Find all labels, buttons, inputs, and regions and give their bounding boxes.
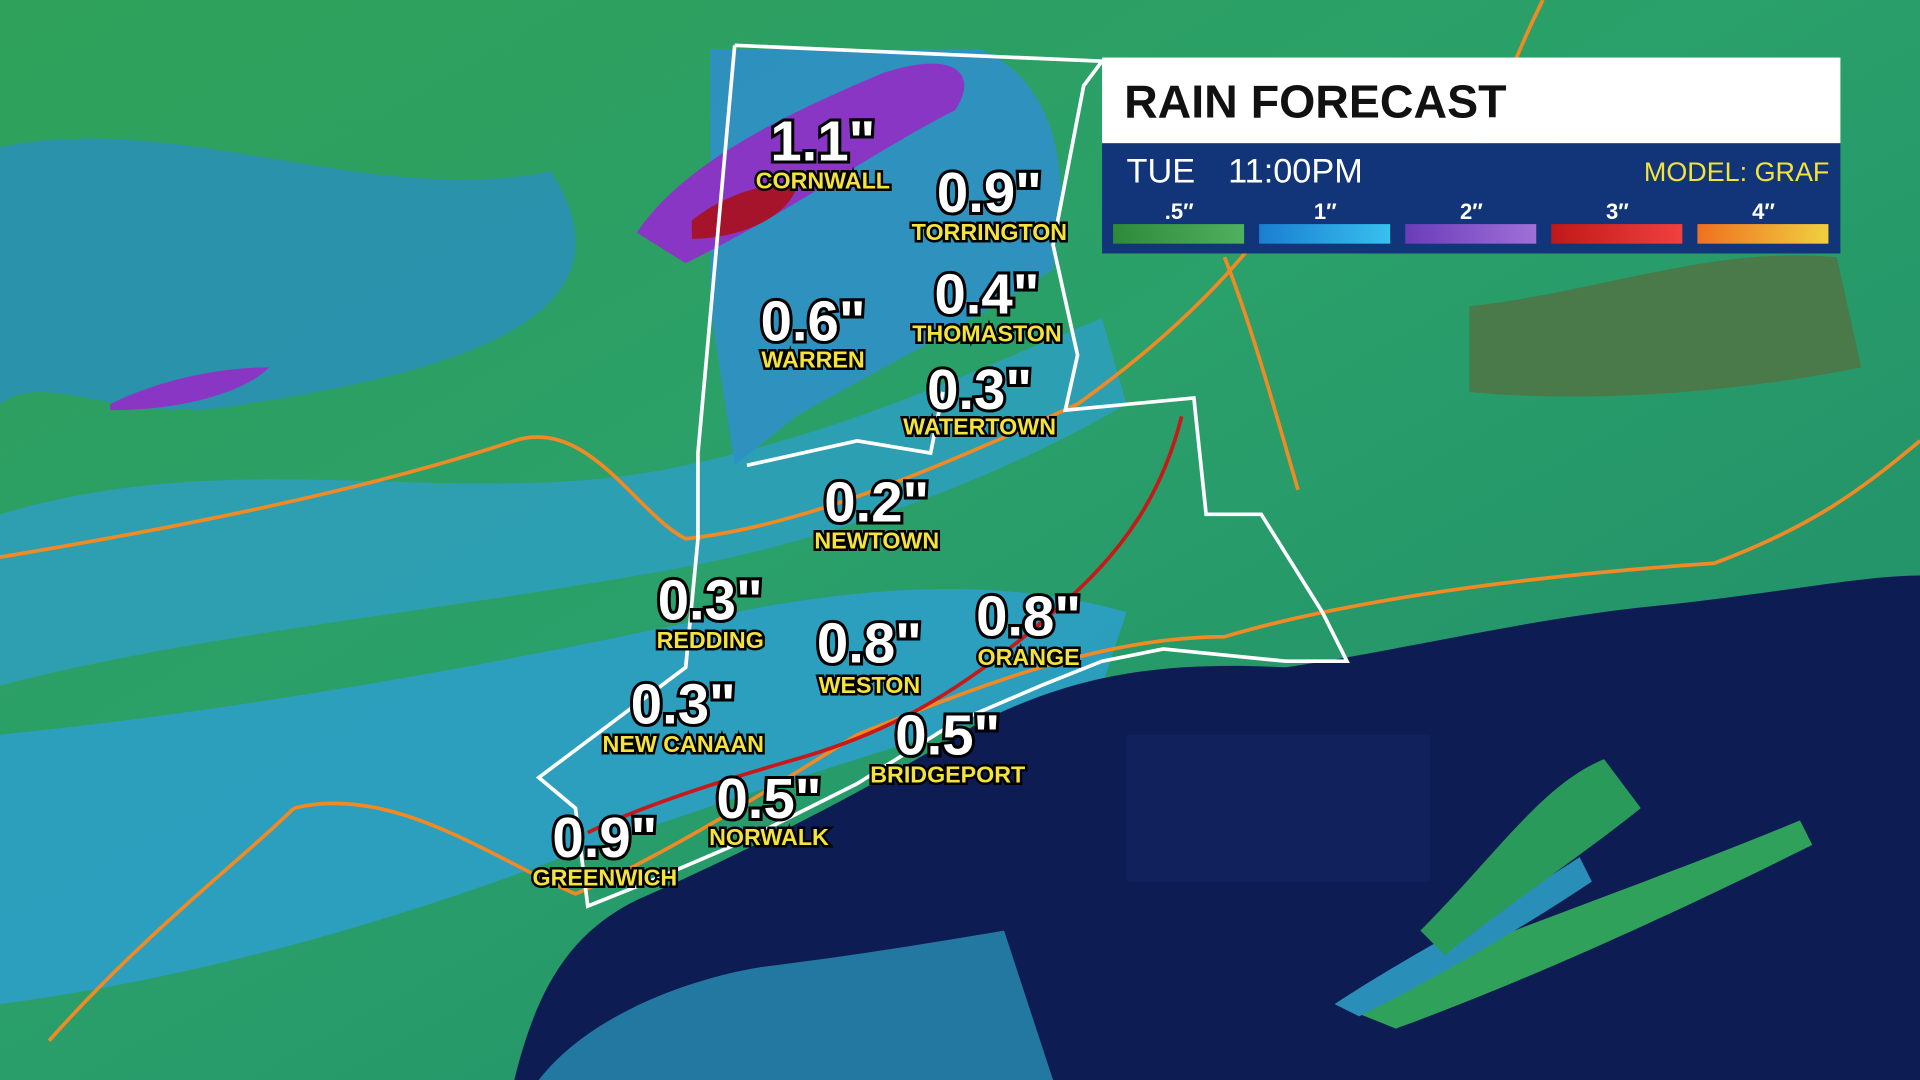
rain-amount: 1.1" bbox=[770, 109, 875, 172]
legend-swatch bbox=[1551, 224, 1683, 244]
legend: .5″ 1″ 2″ 3″ 4″ bbox=[1113, 199, 1829, 244]
day: TUE bbox=[1127, 152, 1196, 190]
town-name: TORRINGTON bbox=[912, 219, 1067, 245]
town-name: WATERTOWN bbox=[903, 414, 1056, 440]
rain-amount: 0.4" bbox=[934, 262, 1039, 325]
town-name: NEWTOWN bbox=[814, 528, 939, 554]
town-name: GREENWICH bbox=[533, 864, 678, 890]
legend-swatch bbox=[1697, 224, 1829, 244]
rain-amount: 0.3" bbox=[927, 358, 1032, 421]
legend-label: 1″ bbox=[1314, 199, 1337, 224]
rain-amount: 0.6" bbox=[761, 289, 866, 352]
state-border bbox=[535, 43, 1350, 909]
location-labels: 1.1"CORNWALL 0.9"TORRINGTON0.6"WARREN0.4"… bbox=[530, 106, 1084, 892]
rain-amount: 0.8" bbox=[976, 585, 1081, 648]
legend-swatch bbox=[1259, 224, 1391, 244]
time: 11:00PM bbox=[1228, 152, 1363, 190]
town-name: WESTON bbox=[819, 672, 921, 698]
rain-amount: 0.5" bbox=[895, 703, 1000, 766]
town-name: ORANGE bbox=[978, 644, 1080, 670]
rain-amount: 0.8" bbox=[817, 611, 922, 674]
legend-label: 3″ bbox=[1606, 199, 1629, 224]
rain-amount: 0.5" bbox=[716, 767, 821, 830]
rain-amount: 0.3" bbox=[631, 673, 736, 736]
model: MODEL: GRAF bbox=[1644, 157, 1829, 187]
legend-swatch bbox=[1113, 224, 1245, 244]
legend-label: 4″ bbox=[1752, 199, 1775, 224]
town-name: REDDING bbox=[657, 627, 764, 653]
town-name: THOMASTON bbox=[912, 321, 1061, 347]
town-name: CORNWALL bbox=[756, 168, 890, 194]
rain-amount: 0.9" bbox=[937, 161, 1042, 224]
title-box bbox=[1102, 57, 1841, 144]
title: RAIN FORECAST bbox=[1124, 76, 1506, 128]
town-name: NORWALK bbox=[709, 824, 829, 850]
legend-swatch bbox=[1405, 224, 1537, 244]
highway bbox=[586, 415, 1184, 835]
rain-amount: 0.9" bbox=[552, 806, 657, 869]
town-name: NEW CANAAN bbox=[603, 731, 764, 757]
header-panel: RAIN FORECAST TUE 11:00PM MODEL: GRAF .5… bbox=[1102, 57, 1841, 254]
rain-amount: 0.3" bbox=[658, 569, 763, 632]
legend-label: .5″ bbox=[1165, 199, 1194, 224]
town-name: BRIDGEPORT bbox=[870, 761, 1025, 787]
rain-amount: 0.2" bbox=[824, 471, 929, 534]
legend-label: 2″ bbox=[1460, 199, 1483, 224]
town-name: WARREN bbox=[761, 346, 864, 372]
